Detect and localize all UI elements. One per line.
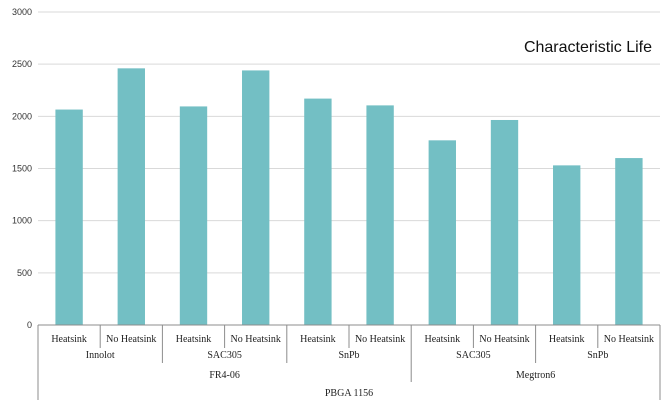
x-category-label: Heatsink: [300, 334, 336, 345]
y-tick-label: 3000: [12, 7, 32, 17]
bar: [242, 70, 270, 325]
group-label-level-1: SAC305: [456, 350, 490, 361]
bar: [179, 106, 208, 326]
bar: [428, 140, 456, 325]
bar: [55, 109, 83, 325]
group-label-level-3: PBGA 1156: [325, 388, 373, 399]
bar: [117, 68, 145, 325]
chart-title: Characteristic Life: [524, 39, 652, 56]
x-category-label: No Heatsink: [106, 334, 156, 345]
group-label-level-2: Megtron6: [516, 370, 555, 381]
x-axis-categories: Heatsink No Heatsink Heatsink No Heatsink He…: [37, 324, 661, 400]
group-label-level-1: SAC305: [207, 350, 241, 361]
y-tick-label: 500: [17, 268, 32, 278]
y-tick-label: 1000: [12, 216, 32, 226]
bar: [490, 119, 519, 325]
x-category-label: Heatsink: [51, 334, 87, 345]
y-axis-ticks: 0 500 1000 1500 2000 2500 3000: [12, 7, 32, 330]
y-tick-label: 1500: [12, 164, 32, 174]
bars: [55, 68, 643, 326]
x-category-label: No Heatsink: [231, 334, 281, 345]
y-tick-label: 0: [27, 320, 32, 330]
bar: [366, 105, 394, 326]
group-label-level-1: SnPb: [338, 350, 359, 361]
x-category-label: Heatsink: [176, 334, 212, 345]
group-label-level-1: SnPb: [587, 350, 608, 361]
bar: [553, 165, 581, 325]
y-tick-label: 2500: [12, 59, 32, 69]
bar: [615, 158, 643, 325]
x-category-label: Heatsink: [425, 334, 461, 345]
x-category-label: No Heatsink: [479, 334, 529, 345]
x-category-label: No Heatsink: [604, 334, 654, 345]
y-tick-label: 2000: [12, 111, 32, 121]
x-category-label: Heatsink: [549, 334, 585, 345]
bar: [304, 98, 332, 325]
group-label-level-1: Innolot: [86, 350, 115, 361]
group-label-level-2: FR4-06: [209, 370, 240, 381]
x-category-label: No Heatsink: [355, 334, 405, 345]
